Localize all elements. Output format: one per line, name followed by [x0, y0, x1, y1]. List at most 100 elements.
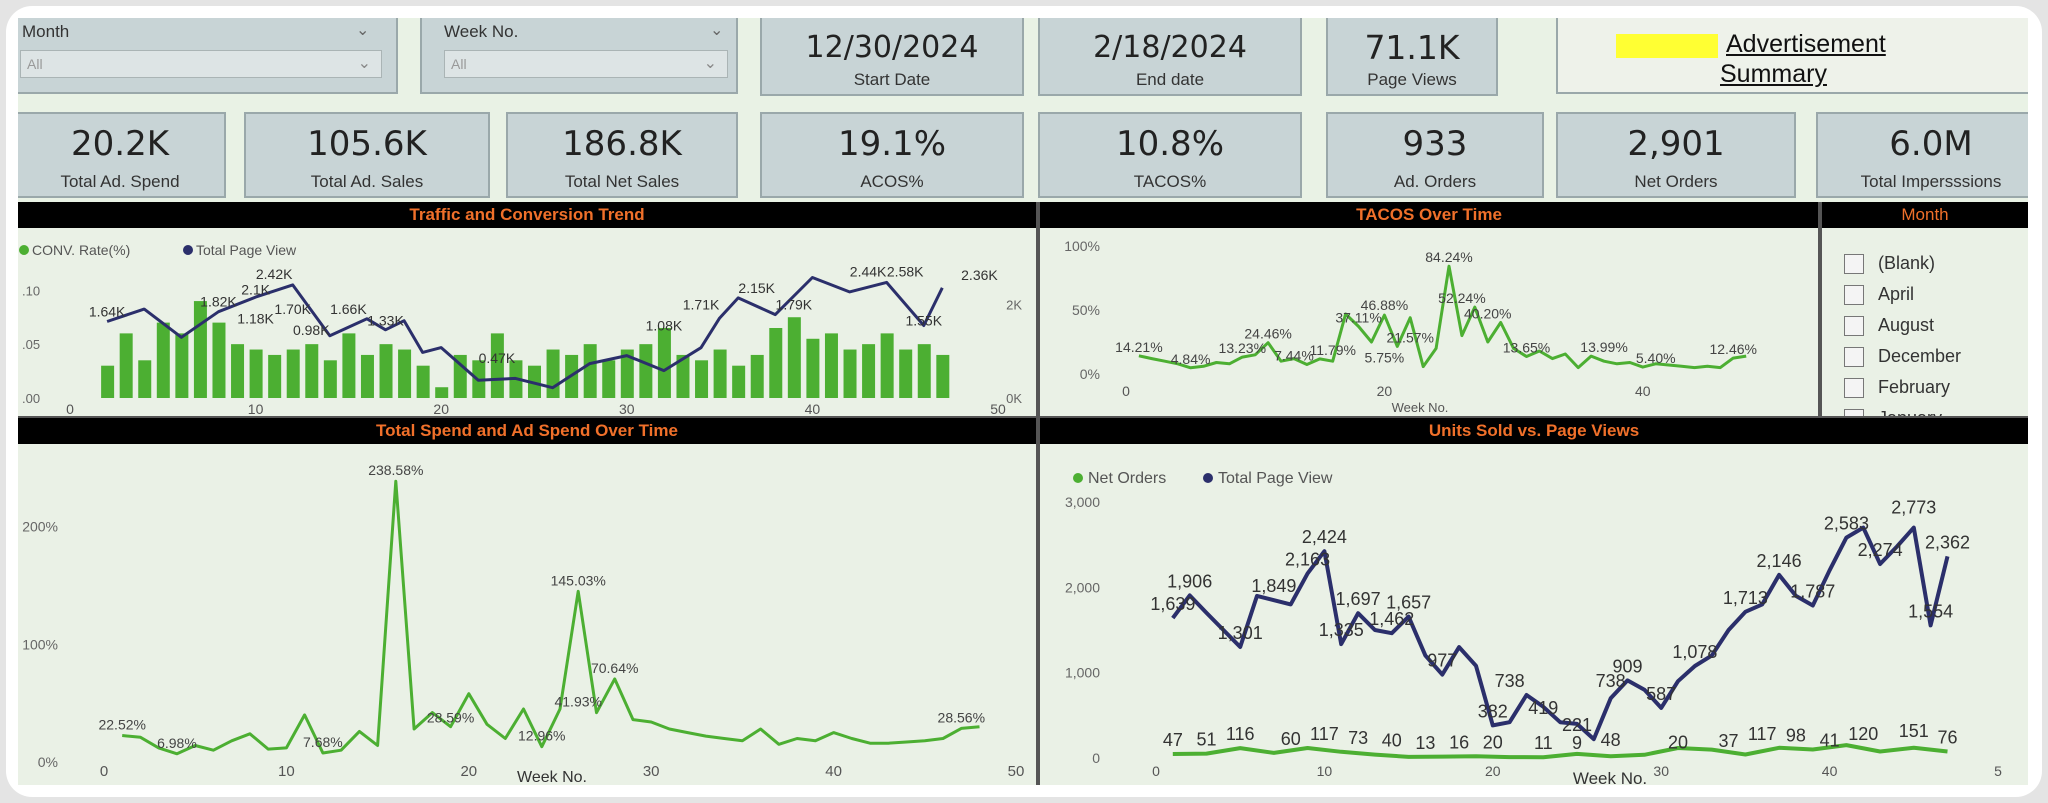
month-option[interactable]: (Blank): [1878, 253, 1936, 273]
data-label: 48: [1601, 730, 1621, 750]
y-tick-label: 3,000: [1065, 494, 1100, 510]
data-label: 1,787: [1790, 582, 1835, 602]
data-label: 977: [1427, 651, 1457, 671]
legend-marker: [183, 245, 193, 255]
x-tick-label: 50: [990, 401, 1006, 416]
data-label: 2.42K: [256, 266, 293, 282]
data-label: 28.56%: [938, 709, 985, 725]
month-option[interactable]: December: [1878, 346, 1962, 366]
bar: [416, 365, 430, 398]
bar: [695, 360, 709, 398]
month-slicer[interactable]: Month ⌄ All ⌄: [18, 18, 398, 94]
y-tick-label: 0%: [38, 754, 58, 770]
traffic-chart[interactable]: CONV. Rate(%) Total Page View 1.64K 2.42K…: [18, 228, 1036, 416]
data-label: 419: [1528, 698, 1558, 718]
bar: [360, 354, 374, 398]
data-label: 7.44%: [1274, 347, 1314, 363]
chevron-down-icon[interactable]: ⌄: [710, 22, 724, 39]
week-slicer[interactable]: Week No. ⌄ All ⌄: [420, 18, 738, 94]
end-date-value: 2/18/2024: [1093, 30, 1247, 65]
data-label: 587: [1646, 684, 1676, 704]
kpi-ad-spend: 20.2K Total Ad. Spend: [18, 112, 226, 198]
panel-title: Total Spend and Ad Spend Over Time: [18, 418, 1036, 444]
y-tick-label: 100%: [1064, 238, 1100, 254]
data-label: 37.11%: [1335, 309, 1381, 325]
legend-marker: [1073, 473, 1083, 483]
data-label: 2,146: [1757, 551, 1802, 571]
data-label: 145.03%: [551, 572, 606, 588]
bar: [769, 328, 783, 398]
checkbox[interactable]: [1844, 347, 1864, 367]
x-axis-label: Week No.: [517, 769, 587, 785]
data-label: 13.99%: [1580, 339, 1627, 355]
units-chart[interactable]: Net Orders Total Page View 1,639 1,906 1,3…: [1040, 444, 2028, 785]
x-tick-label: 20: [1377, 383, 1393, 399]
data-label: 117: [1310, 724, 1339, 744]
kpi-value: 19.1%: [837, 124, 946, 164]
x-tick-label: 20: [433, 401, 449, 416]
x-tick-label: 10: [278, 763, 295, 780]
checkbox[interactable]: [1844, 285, 1864, 305]
bar: [732, 365, 746, 398]
data-label: 37: [1719, 731, 1739, 751]
kpi-label: ACOS%: [860, 172, 924, 191]
week-dropdown-value: All: [451, 56, 467, 72]
bar: [843, 349, 857, 398]
x-tick-label: 5: [1994, 763, 2002, 779]
data-label: 1,078: [1672, 642, 1717, 662]
kpi-value: 6.0M: [1889, 124, 1973, 164]
bar: [862, 344, 876, 398]
kpi-value: 105.6K: [307, 124, 427, 164]
checkbox[interactable]: [1844, 316, 1864, 336]
data-label: 2.58K: [887, 264, 924, 280]
data-label: 16: [1449, 733, 1469, 753]
data-label: 151: [1899, 721, 1929, 741]
bar: [917, 344, 931, 398]
spend-chart[interactable]: 22.52% 6.98% 7.68% 238.58% 28.59% 12.96% 145.0…: [18, 444, 1036, 785]
bar: [583, 344, 597, 398]
bar: [101, 365, 115, 398]
month-filter-panel: Month (Blank) April August December Febr…: [1822, 202, 2028, 429]
tacos-panel: TACOS Over Time 14.21% 4.84% 13.23% 24.46% 7…: [1040, 202, 1818, 416]
kpi-value: 186.8K: [562, 124, 682, 164]
data-label: 24.46%: [1244, 326, 1291, 342]
x-tick-label: 40: [1822, 763, 1838, 779]
x-tick-label: 50: [1008, 763, 1025, 780]
y-tick-label: 200%: [22, 519, 58, 535]
tacos-chart[interactable]: 14.21% 4.84% 13.23%24.46% 7.44%11.79% 37.11%…: [1040, 228, 1818, 416]
data-label: 1,335: [1319, 620, 1364, 640]
data-label: 2.44K: [850, 264, 887, 280]
kpi-net-orders: 2,901 Net Orders: [1556, 112, 1796, 198]
report-title-line1: Advertisement: [1726, 30, 1886, 58]
month-option[interactable]: August: [1878, 315, 1935, 335]
data-label: 46.88%: [1361, 297, 1408, 313]
checkbox[interactable]: [1844, 378, 1864, 398]
data-label: 2,424: [1302, 527, 1347, 547]
bar: [286, 349, 300, 398]
legend-label: CONV. Rate(%): [32, 242, 130, 258]
bar: [620, 349, 634, 398]
data-label: 0.47K: [479, 350, 516, 366]
month-option[interactable]: April: [1878, 284, 1915, 304]
week-dropdown[interactable]: All ⌄: [444, 50, 728, 78]
series-line: [106, 276, 944, 390]
data-label: 6.98%: [157, 735, 197, 751]
x-tick-label: 30: [1653, 763, 1669, 779]
month-option[interactable]: February: [1878, 377, 1951, 397]
chevron-down-icon[interactable]: ⌄: [356, 22, 370, 39]
end-date-label: End date: [1135, 70, 1205, 89]
bar: [249, 349, 263, 398]
data-label: 1.79K: [776, 296, 813, 312]
data-label: 738: [1596, 671, 1626, 691]
x-tick-label: 40: [1635, 383, 1651, 399]
data-label: 909: [1612, 656, 1642, 676]
checkbox[interactable]: [1844, 254, 1864, 274]
data-label: 1.82K: [200, 294, 237, 310]
bar: [342, 333, 356, 398]
month-dropdown[interactable]: All ⌄: [20, 50, 382, 78]
kpi-impressions: 6.0M Total Impersssions: [1816, 112, 2028, 198]
series-line: [1172, 743, 1948, 760]
x-tick-label: 30: [619, 401, 635, 416]
data-label: 2.1K: [241, 281, 270, 297]
data-label: 1.70K: [274, 301, 311, 317]
